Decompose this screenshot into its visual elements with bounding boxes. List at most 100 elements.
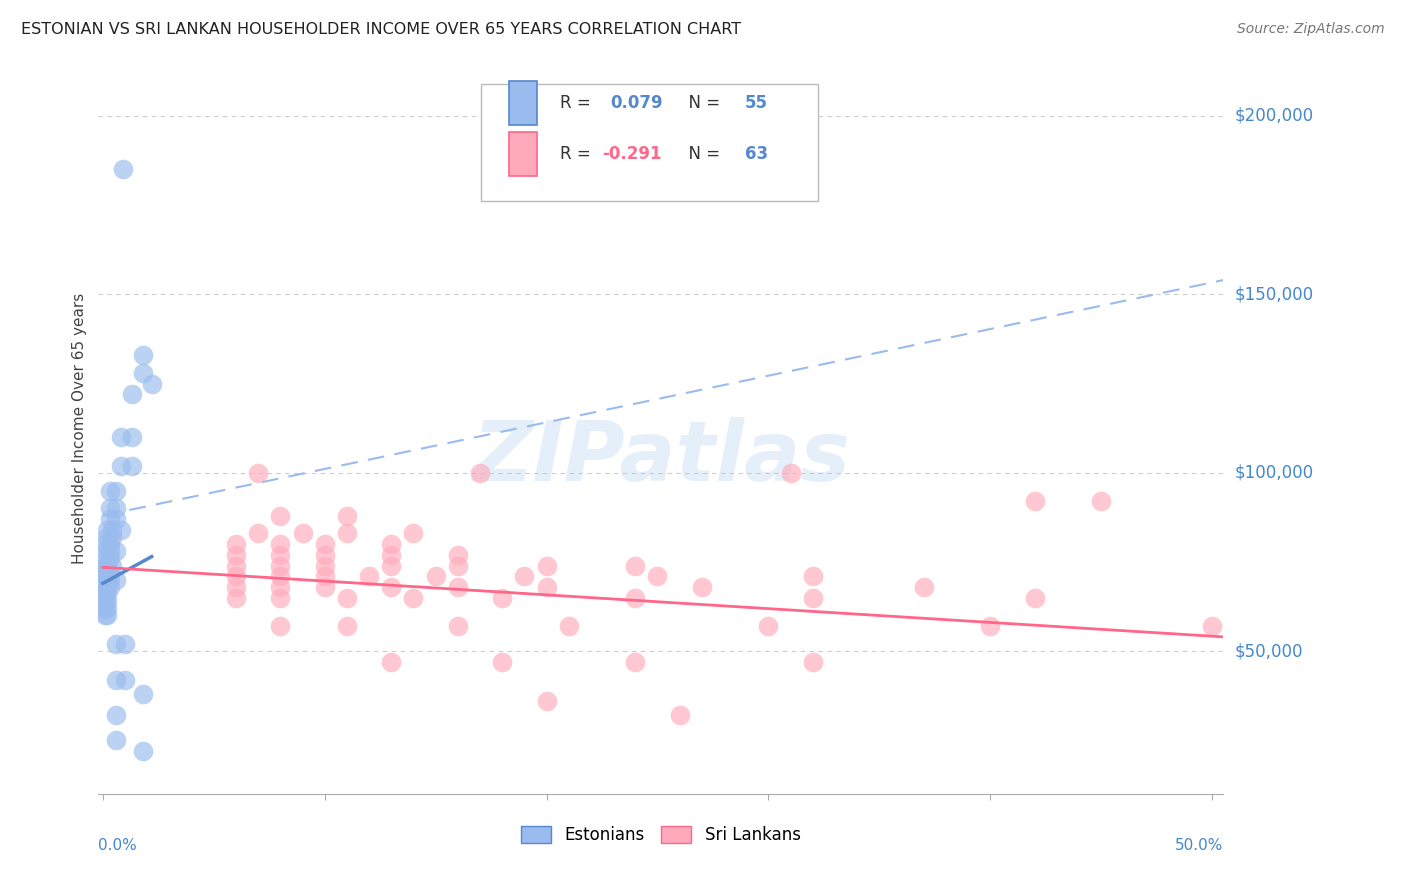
- Point: [96, 573, 118, 587]
- Point: [121, 387, 143, 401]
- Point: [425, 569, 447, 583]
- Text: 55: 55: [745, 94, 768, 112]
- Point: [491, 591, 513, 605]
- Point: [402, 526, 425, 541]
- Point: [110, 430, 132, 444]
- Point: [269, 558, 291, 573]
- Point: [94, 580, 117, 594]
- Point: [247, 466, 270, 480]
- Text: $100,000: $100,000: [1234, 464, 1313, 482]
- Point: [121, 430, 143, 444]
- Point: [132, 687, 155, 701]
- Point: [225, 548, 247, 562]
- Point: [114, 673, 136, 687]
- Point: [1024, 494, 1046, 508]
- Point: [225, 591, 247, 605]
- FancyBboxPatch shape: [509, 132, 537, 176]
- Point: [105, 708, 128, 723]
- Point: [380, 580, 402, 594]
- Point: [447, 619, 470, 633]
- Point: [336, 619, 359, 633]
- Point: [98, 501, 121, 516]
- Point: [132, 366, 155, 380]
- Text: -0.291: -0.291: [602, 145, 662, 163]
- Point: [624, 655, 647, 669]
- Point: [336, 508, 359, 523]
- Point: [96, 580, 118, 594]
- Point: [94, 594, 117, 608]
- Point: [269, 580, 291, 594]
- Point: [105, 673, 128, 687]
- Text: ZIPatlas: ZIPatlas: [472, 417, 849, 498]
- Point: [94, 587, 117, 601]
- Point: [94, 601, 117, 615]
- Point: [513, 569, 536, 583]
- Point: [121, 458, 143, 473]
- Point: [105, 637, 128, 651]
- Point: [801, 591, 824, 605]
- Point: [105, 501, 128, 516]
- Point: [1090, 494, 1112, 508]
- Text: ESTONIAN VS SRI LANKAN HOUSEHOLDER INCOME OVER 65 YEARS CORRELATION CHART: ESTONIAN VS SRI LANKAN HOUSEHOLDER INCOM…: [21, 22, 741, 37]
- Point: [98, 566, 121, 580]
- Point: [114, 637, 136, 651]
- Point: [336, 526, 359, 541]
- Point: [647, 569, 669, 583]
- Point: [336, 591, 359, 605]
- Text: R =: R =: [560, 145, 596, 163]
- Point: [98, 544, 121, 558]
- Point: [98, 551, 121, 566]
- Point: [380, 655, 402, 669]
- Point: [94, 566, 117, 580]
- Point: [447, 548, 470, 562]
- Point: [100, 523, 122, 537]
- Point: [359, 569, 381, 583]
- Point: [447, 580, 470, 594]
- Point: [269, 591, 291, 605]
- Point: [291, 526, 314, 541]
- Point: [380, 548, 402, 562]
- Text: 0.0%: 0.0%: [98, 838, 138, 853]
- Point: [269, 619, 291, 633]
- FancyBboxPatch shape: [481, 85, 818, 202]
- Point: [225, 569, 247, 583]
- Text: Source: ZipAtlas.com: Source: ZipAtlas.com: [1237, 22, 1385, 37]
- Point: [624, 591, 647, 605]
- Text: 63: 63: [745, 145, 768, 163]
- Point: [96, 530, 118, 544]
- Point: [132, 348, 155, 362]
- Text: $50,000: $50,000: [1234, 642, 1303, 660]
- Point: [96, 594, 118, 608]
- Point: [96, 601, 118, 615]
- Point: [402, 591, 425, 605]
- Point: [801, 569, 824, 583]
- Point: [269, 569, 291, 583]
- Point: [132, 744, 155, 758]
- Point: [247, 526, 270, 541]
- Point: [94, 558, 117, 573]
- Y-axis label: Householder Income Over 65 years: Householder Income Over 65 years: [72, 293, 87, 564]
- Point: [94, 573, 117, 587]
- Point: [98, 537, 121, 551]
- Point: [269, 508, 291, 523]
- Point: [100, 530, 122, 544]
- Point: [94, 551, 117, 566]
- Point: [105, 512, 128, 526]
- Point: [105, 544, 128, 558]
- Point: [96, 608, 118, 623]
- Point: [110, 523, 132, 537]
- Point: [758, 619, 780, 633]
- Point: [98, 483, 121, 498]
- Point: [96, 587, 118, 601]
- Point: [269, 548, 291, 562]
- Point: [314, 558, 336, 573]
- Point: [801, 655, 824, 669]
- Point: [979, 619, 1001, 633]
- Point: [225, 537, 247, 551]
- Point: [690, 580, 713, 594]
- Text: $150,000: $150,000: [1234, 285, 1313, 303]
- Text: 50.0%: 50.0%: [1175, 838, 1223, 853]
- Point: [105, 573, 128, 587]
- Point: [94, 608, 117, 623]
- Point: [225, 580, 247, 594]
